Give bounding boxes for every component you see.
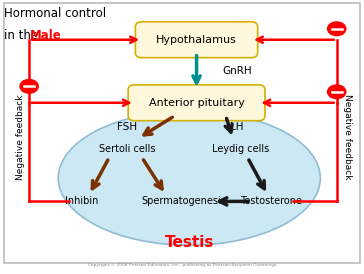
Text: Sertoli cells: Sertoli cells xyxy=(99,144,156,154)
Text: Spermatogenesis: Spermatogenesis xyxy=(141,196,226,206)
Text: Leydig cells: Leydig cells xyxy=(211,144,269,154)
Ellipse shape xyxy=(58,111,320,245)
Text: Inhibin: Inhibin xyxy=(65,196,99,206)
Text: GnRH: GnRH xyxy=(222,66,252,76)
Text: Negative feedback: Negative feedback xyxy=(16,94,24,180)
FancyBboxPatch shape xyxy=(4,3,360,263)
Text: Hormonal control: Hormonal control xyxy=(4,7,106,20)
Text: Negative feedback: Negative feedback xyxy=(343,94,352,180)
Circle shape xyxy=(328,22,346,36)
Text: Anterior pituitary: Anterior pituitary xyxy=(149,98,245,108)
Text: FSH: FSH xyxy=(117,122,138,132)
Text: in the: in the xyxy=(4,29,41,42)
Text: LH: LH xyxy=(230,122,244,132)
Text: Hypothalamus: Hypothalamus xyxy=(156,35,237,45)
FancyBboxPatch shape xyxy=(128,85,265,121)
Text: Testis: Testis xyxy=(165,235,214,250)
Text: Testosterone: Testosterone xyxy=(240,196,302,206)
Circle shape xyxy=(328,85,346,99)
Text: Copyright © 2008 Pearson Education, Inc., publishing as Pearson Benjamin Cumming: Copyright © 2008 Pearson Education, Inc.… xyxy=(88,263,276,267)
Circle shape xyxy=(20,79,38,93)
FancyBboxPatch shape xyxy=(135,22,258,58)
Text: Male: Male xyxy=(30,29,62,42)
